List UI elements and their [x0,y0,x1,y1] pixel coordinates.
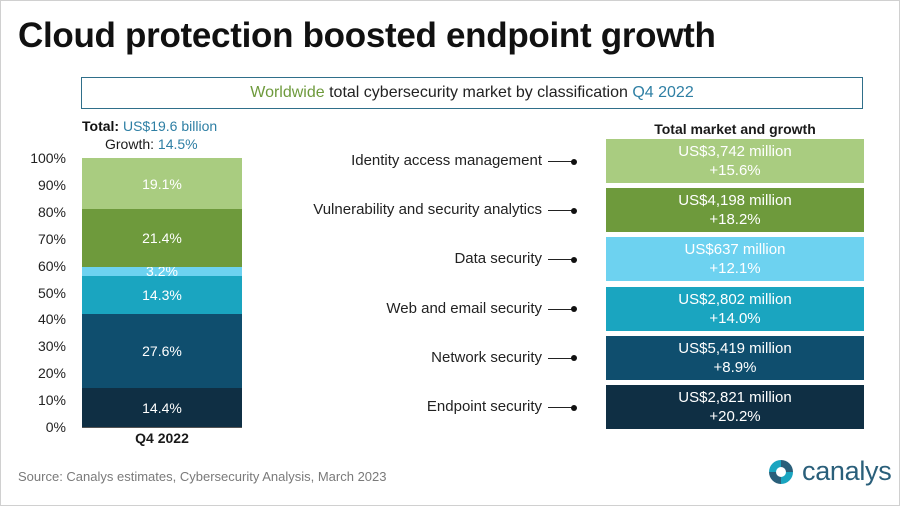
y-tick-label: 30% [37,338,66,355]
chart-title: Cloud protection boosted endpoint growth [18,16,716,55]
legend-dot-icon [571,404,577,411]
subtitle-period: Q4 2022 [632,84,694,101]
chart-subtitle: Worldwide total cybersecurity market by … [81,77,863,109]
legend-label: Network security [431,348,542,366]
market-value: US$2,821 million [678,389,792,406]
legend-label: Web and email security [386,299,542,317]
market-box: US$2,821 million +20.2% [606,385,864,429]
growth-value-label: +15.6% [709,162,761,179]
source-note: Source: Canalys estimates, Cybersecurity… [18,469,387,484]
total-summary: Total: US$19.6 billion [82,118,217,134]
growth-label: Growth: [105,136,155,152]
y-tick-label: 20% [37,365,66,382]
y-tick-label: 50% [37,284,66,301]
y-tick-label: 80% [37,203,66,220]
legend-label: Identity access management [351,152,542,169]
legend-connector [548,407,574,408]
legend-dot-icon [571,158,577,165]
x-tick-label: Q4 2022 [135,430,189,446]
legend-dot-icon [571,306,577,313]
market-value: US$637 million [684,241,786,259]
market-box: US$2,802 million +14.0% [606,286,864,331]
y-tick-label: 40% [37,311,66,328]
canalys-logo-icon [769,459,793,484]
y-tick-label: 0% [45,419,66,435]
y-tick-label: 70% [37,230,66,247]
legend-label: Endpoint security [426,398,542,415]
bar-segment: 3.2% [82,263,242,279]
growth-value-label: +8.9% [713,358,757,376]
legend-connector [548,259,574,261]
market-box: US$3,742 million +15.6% [606,139,864,183]
market-box: US$4,198 million +18.2% [606,188,864,233]
legend-label: Vulnerability and security analytics [313,201,542,219]
bar-segment: 27.6% [82,314,242,389]
bar-segment: 19.1% [82,158,242,210]
legend-connector [548,210,574,212]
segment-value-label: 14.3% [142,286,182,303]
growth-summary: Growth: 14.5% [105,136,198,152]
segment-value-label: 19.1% [142,175,182,192]
y-tick-label: 90% [37,176,66,193]
growth-value: 14.5% [157,136,198,152]
total-value: US$19.6 billion [122,118,218,134]
subtitle-region: Worldwide [250,84,325,101]
market-header: Total market and growth [654,121,816,137]
bar-segment: 14.4% [82,388,242,427]
legend-dot-icon [571,256,577,263]
growth-value-label: +12.1% [709,260,761,278]
bar-segment: 14.3% [82,275,242,314]
market-box: US$5,419 million +8.9% [606,335,864,380]
y-tick-label: 10% [37,392,66,409]
legend-dot-icon [571,355,577,362]
market-value: US$5,419 million [678,339,792,357]
market-box: US$637 million +12.1% [606,237,864,282]
legend-connector [548,308,574,310]
growth-value-label: +18.2% [709,211,761,229]
legend-label: Data security [454,250,542,268]
segment-value-label: 3.2% [146,263,178,280]
brand-name: canalys [802,456,892,486]
market-value: US$2,802 million [678,290,792,308]
legend-connector [548,161,574,162]
x-axis-line [82,427,242,428]
canalys-logo: canalys [766,456,892,487]
market-value: US$4,198 million [678,192,792,210]
legend-dot-icon [571,207,577,214]
growth-value-label: +14.0% [709,309,761,327]
segment-value-label: 14.4% [142,399,182,416]
y-tick-label: 60% [37,257,66,274]
y-tick-label: 100% [30,150,66,166]
market-value: US$3,742 million [678,143,792,160]
growth-value-label: +20.2% [709,408,761,425]
segment-value-label: 21.4% [142,230,182,247]
segment-value-label: 27.6% [142,343,182,360]
total-label: Total: [82,118,120,134]
bar-segment: 21.4% [82,209,242,267]
subtitle-main: total cybersecurity market by classifica… [329,84,628,101]
legend-connector [548,357,574,359]
